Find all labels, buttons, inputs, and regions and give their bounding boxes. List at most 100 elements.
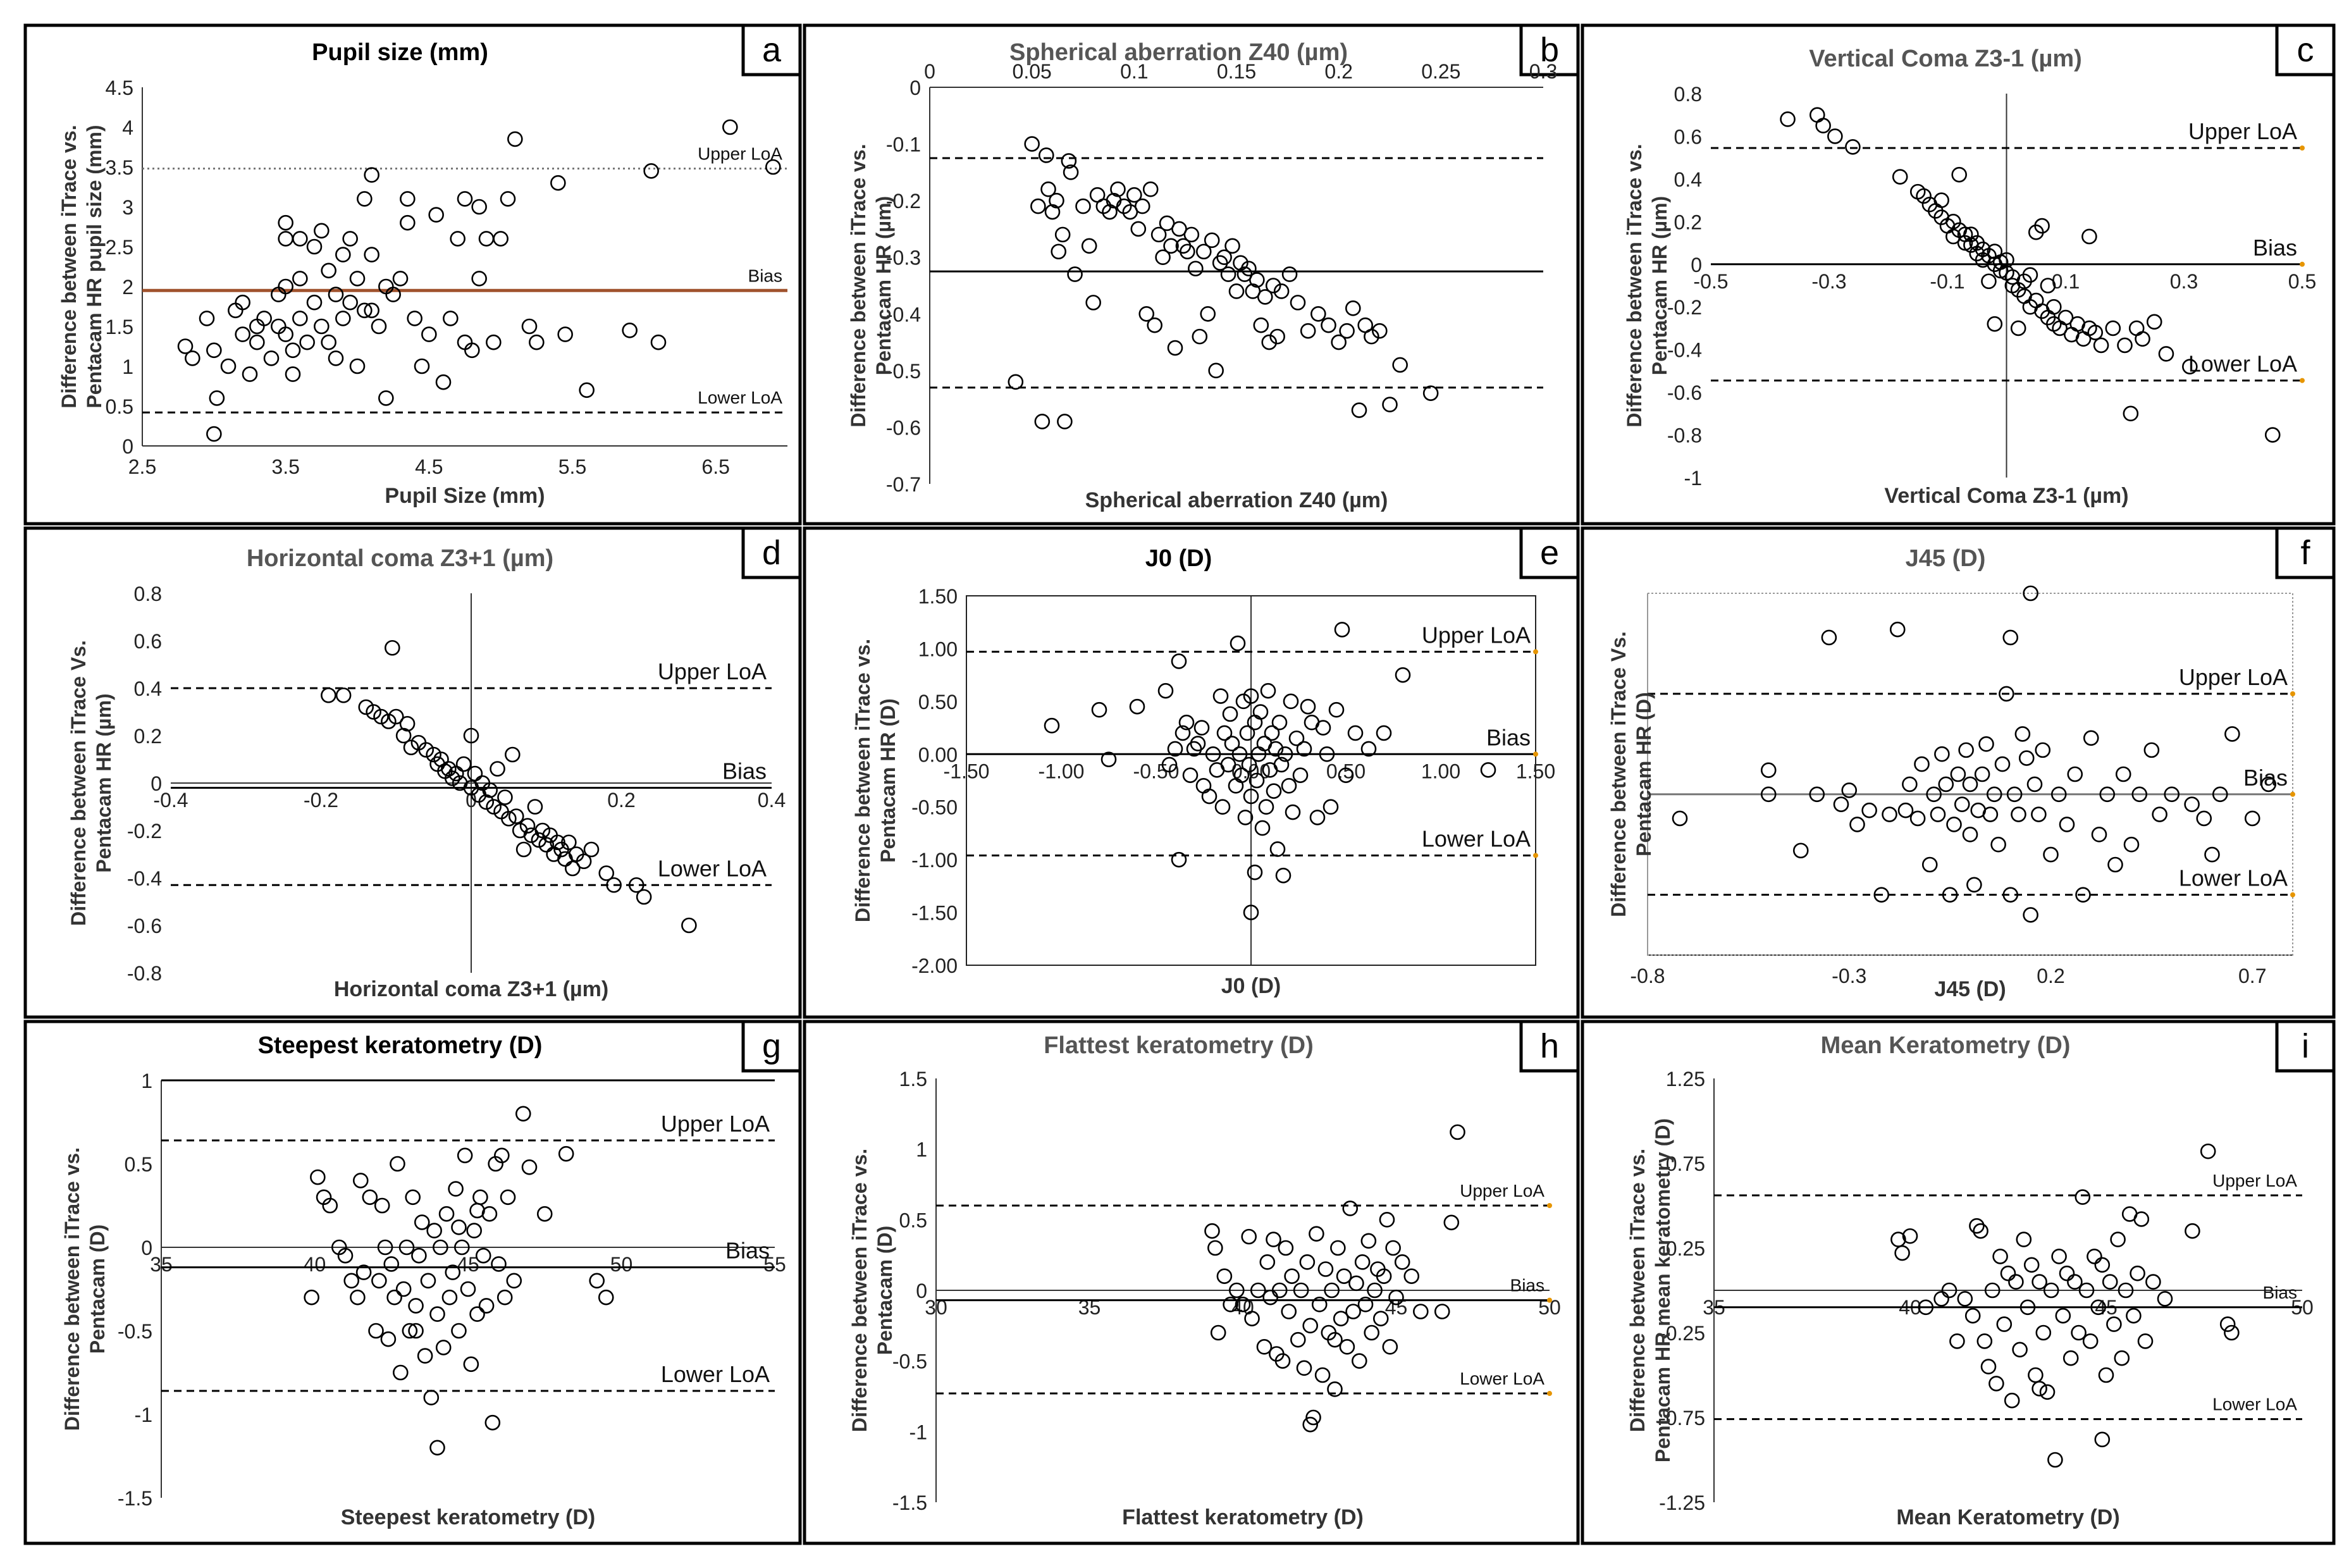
reference-line-label: Lower LoA — [698, 388, 782, 407]
data-point — [1167, 340, 1183, 356]
y-axis-label: Difference between iTrace vs. — [851, 639, 874, 922]
data-point — [1220, 266, 1236, 282]
data-point — [1321, 317, 1336, 333]
data-point — [2023, 907, 2038, 923]
data-point — [1207, 1240, 1223, 1256]
data-point — [1941, 1282, 1958, 1299]
data-point — [2051, 1249, 2067, 1264]
y-tick-label: 3.5 — [106, 156, 133, 179]
line-end-marker — [1533, 751, 1538, 757]
data-point — [1311, 1297, 1328, 1312]
data-point — [1809, 786, 1825, 803]
data-point — [2087, 1249, 2102, 1264]
data-point — [364, 302, 379, 319]
data-point — [2146, 314, 2162, 330]
data-point — [429, 1306, 445, 1322]
data-point — [1244, 1311, 1260, 1326]
data-point — [1129, 698, 1145, 715]
data-point — [177, 338, 194, 354]
y-tick-label: -0.75 — [1659, 1407, 1705, 1429]
data-point — [1193, 720, 1210, 736]
data-point — [2133, 1211, 2150, 1227]
data-point — [1982, 806, 1999, 822]
data-point — [1309, 1226, 1324, 1242]
data-point — [455, 756, 472, 772]
y-tick-label: -1.5 — [892, 1491, 927, 1514]
y-tick-label: 1.5 — [899, 1068, 927, 1090]
data-point — [1815, 118, 1831, 133]
data-point — [2067, 766, 2083, 782]
data-point — [1942, 887, 1958, 903]
data-point — [435, 1340, 452, 1355]
data-point — [349, 358, 366, 374]
data-point — [278, 231, 293, 247]
data-point — [1241, 756, 1257, 773]
data-point — [482, 782, 498, 798]
data-point — [292, 271, 308, 287]
data-point — [362, 1189, 378, 1206]
data-point — [1239, 725, 1255, 741]
data-point — [1296, 1360, 1312, 1376]
data-point — [1269, 328, 1285, 345]
data-point — [472, 1189, 488, 1206]
y-tick-label: 0.00 — [918, 743, 958, 766]
chart-title: Horizontal coma Z3+1 (µm) — [247, 545, 553, 572]
reference-line-label: Upper LoA — [661, 1111, 770, 1137]
panel-a: a Pupil size (mm) 0 0.5 1 1.5 2 2.5 3 3.5 4 4.5 2.5 3… — [23, 23, 802, 526]
chart-title: Pupil size (mm) — [312, 39, 488, 66]
data-point — [2023, 1257, 2040, 1273]
panel-frame — [803, 23, 1580, 526]
data-point — [1330, 1240, 1346, 1256]
data-point — [1049, 192, 1064, 209]
panel-frame — [1581, 1020, 2336, 1545]
data-point — [1352, 1353, 1367, 1369]
reference-line-label: Bias — [2253, 235, 2297, 261]
y-tick-label: -1.25 — [1659, 1491, 1705, 1514]
data-point — [583, 841, 600, 858]
data-point — [2105, 320, 2121, 336]
chart-title: Steepest keratometry (D) — [258, 1032, 543, 1059]
data-point — [1945, 214, 1961, 230]
data-point — [471, 199, 487, 215]
data-point — [1958, 742, 1974, 758]
data-point — [508, 808, 524, 824]
y-tick-label: 1 — [122, 355, 133, 378]
data-point — [1933, 192, 1949, 208]
data-point — [1342, 1201, 1359, 1216]
y-tick-label: 3 — [122, 196, 133, 219]
data-point — [1157, 682, 1174, 699]
x-tick-label: 1.00 — [1421, 760, 1460, 782]
data-point — [507, 131, 523, 147]
line-end-marker — [1547, 1391, 1552, 1397]
data-point — [2078, 1282, 2095, 1299]
data-point — [1230, 635, 1246, 651]
data-point — [457, 1147, 473, 1164]
data-point — [1208, 362, 1224, 379]
y-tick-label: -0.2 — [127, 820, 162, 843]
data-point — [1810, 107, 1825, 123]
x-axis-label: Steepest keratometry (D) — [341, 1505, 595, 1529]
x-tick-label: -0.3 — [1811, 270, 1846, 293]
chart-title: J45 (D) — [1906, 545, 1986, 572]
data-point — [1395, 667, 1411, 683]
y-tick-label: -0.6 — [127, 915, 162, 937]
data-point — [1085, 295, 1101, 311]
panel-letter: b — [1540, 31, 1559, 69]
data-point — [2075, 1189, 2091, 1205]
data-point — [536, 1206, 553, 1222]
data-point — [561, 834, 577, 851]
data-point — [451, 1323, 467, 1339]
data-point — [506, 1273, 522, 1289]
y-tick-label: 0.50 — [918, 691, 958, 713]
data-point — [1902, 1228, 1918, 1244]
data-point — [1328, 701, 1345, 718]
data-point — [1167, 741, 1183, 757]
x-axis-label: Pupil Size (mm) — [385, 484, 545, 508]
data-point — [405, 1189, 421, 1206]
data-point — [1833, 796, 1849, 812]
panel-h: h Flattest keratometry (D) 1.5 1 0.5 0 -0.5 -1 -… — [803, 1020, 1580, 1545]
y-tick-label: -0.7 — [886, 473, 921, 496]
panel-letter-box — [2275, 23, 2336, 77]
y-tick-label: 0.4 — [134, 677, 162, 700]
plot-border — [966, 595, 1536, 966]
